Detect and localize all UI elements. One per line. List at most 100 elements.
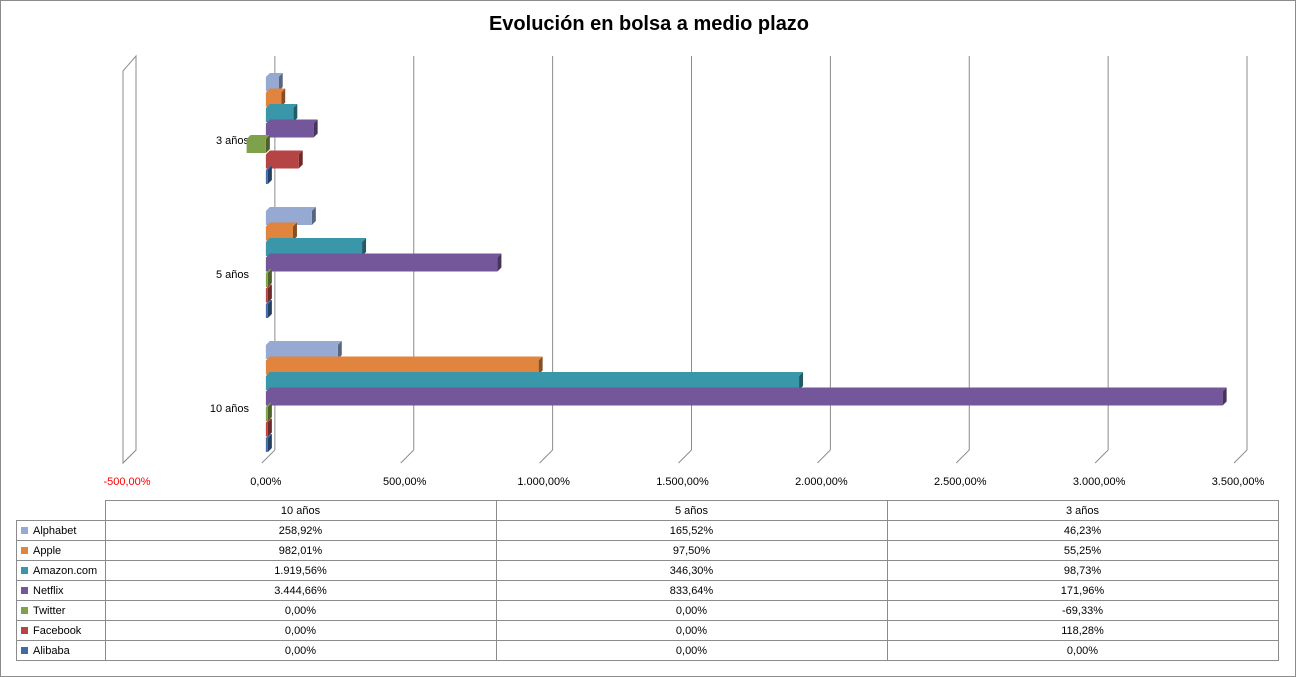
x-tick-label: 2.500,00% [934, 476, 987, 488]
legend-swatch [21, 606, 28, 614]
table-corner [16, 500, 106, 521]
table-cell: 0,00% [495, 620, 888, 641]
legend-label: Facebook [33, 624, 82, 637]
legend-entry: Alphabet [16, 520, 106, 541]
bar-netflix-3-años [265, 119, 318, 138]
bar-apple-5-años [265, 222, 297, 241]
legend-entry: Alibaba [16, 640, 106, 661]
y-category-label: 5 años [216, 269, 250, 281]
x-tick-label: 0,00% [250, 476, 281, 488]
floor-gridline [261, 449, 276, 464]
table-cell: 982,01% [104, 540, 497, 561]
legend-entry: Twitter [16, 600, 106, 621]
table-column-header: 5 años [495, 500, 888, 521]
y-category-label: 10 años [210, 403, 250, 415]
data-table: 10 años 5 años 3 años Alphabet 258,92% 165,5… [16, 500, 1279, 661]
bar-amazon-com-10-años [265, 372, 804, 390]
bar-twitter-3-años [246, 135, 270, 153]
table-cell: 1.919,56% [104, 560, 497, 581]
bar-amazon-com-3-años [265, 104, 298, 122]
legend-swatch [21, 546, 28, 554]
legend-label: Twitter [33, 604, 66, 617]
legend-entry: Amazon.com [16, 560, 106, 581]
table-cell: 0,00% [104, 620, 497, 641]
bar-twitter-10-años [265, 403, 272, 421]
legend-swatch [21, 586, 28, 594]
side-wall [122, 54, 137, 465]
floor-gridline [1094, 449, 1109, 464]
x-tick-label: 2.000,00% [795, 476, 848, 488]
table-cell: 165,52% [495, 520, 888, 541]
table-row: Amazon.com 1.919,56% 346,30% 98,73% [16, 560, 1279, 581]
chart-title: Evolución en bolsa a medio plazo [488, 13, 810, 35]
table-cell: -69,33% [886, 600, 1279, 621]
table-column-header: 10 años [104, 500, 497, 521]
legend-label: Alphabet [33, 524, 77, 537]
x-tick-label: 3.000,00% [1073, 476, 1126, 488]
table-cell: 0,00% [104, 640, 497, 661]
floor-gridline [1233, 449, 1248, 464]
table-cell: 97,50% [495, 540, 888, 561]
floor-gridline [400, 449, 415, 464]
bar-alibaba-5-años [265, 300, 272, 318]
x-tick-label: 1.500,00% [656, 476, 709, 488]
bar-netflix-5-años [265, 253, 502, 272]
bar-alphabet-5-años [265, 207, 316, 225]
legend-label: Alibaba [33, 644, 70, 657]
table-cell: 171,96% [886, 580, 1279, 601]
table-column-header: 3 años [886, 500, 1279, 521]
floor-gridline [817, 449, 831, 464]
table-row: Netflix 3.444,66% 833,64% 171,96% [16, 580, 1279, 601]
table-cell: 0,00% [886, 640, 1279, 661]
bar-twitter-5-años [265, 269, 272, 287]
legend-swatch [21, 566, 28, 574]
legend-swatch [21, 626, 28, 634]
legend-entry: Apple [16, 540, 106, 561]
table-cell: 0,00% [495, 640, 888, 661]
legend-entry: Netflix [16, 580, 106, 601]
table-row: Alibaba 0,00% 0,00% 0,00% [16, 640, 1279, 661]
chart-plot: -500,00% 0,00% 500,00% 1.000,00% 1.500,00% 2.… [103, 54, 1265, 488]
bar-alphabet-3-años [265, 73, 283, 91]
table-row: Twitter 0,00% 0,00% -69,33% [16, 600, 1279, 621]
bar-amazon-com-5-años [265, 238, 367, 256]
table-cell: 0,00% [104, 600, 497, 621]
y-category-label: 3 años [216, 135, 250, 147]
floor-gridline [955, 449, 970, 464]
table-row: Apple 982,01% 97,50% 55,25% [16, 540, 1279, 561]
bar-facebook-3-años [265, 150, 303, 169]
x-tick-label: 500,00% [383, 476, 427, 488]
floor-gridline [678, 449, 692, 464]
bar-netflix-10-años [265, 387, 1227, 406]
legend-swatch [21, 646, 28, 654]
legend-entry: Facebook [16, 620, 106, 641]
x-tick-label: -500,00% [103, 476, 150, 488]
table-cell: 55,25% [886, 540, 1279, 561]
table-cell: 98,73% [886, 560, 1279, 581]
legend-label: Amazon.com [33, 564, 98, 577]
legend-label: Netflix [33, 584, 64, 597]
table-cell: 118,28% [886, 620, 1279, 641]
x-tick-label: 3.500,00% [1212, 476, 1265, 488]
bar-alibaba-3-años [265, 166, 272, 184]
bar-facebook-5-años [265, 284, 272, 303]
legend-swatch [21, 526, 28, 534]
bar-alphabet-10-años [265, 341, 342, 359]
table-cell: 346,30% [495, 560, 888, 581]
bar-apple-10-años [265, 356, 543, 375]
table-cell: 3.444,66% [104, 580, 497, 601]
bar-apple-3-años [265, 88, 286, 107]
table-header-row: 10 años 5 años 3 años [16, 500, 1279, 521]
table-row: Alphabet 258,92% 165,52% 46,23% [16, 520, 1279, 541]
table-cell: 0,00% [495, 600, 888, 621]
bar-facebook-10-años [265, 418, 272, 437]
table-cell: 46,23% [886, 520, 1279, 541]
table-row: Facebook 0,00% 0,00% 118,28% [16, 620, 1279, 641]
x-tick-label: 1.000,00% [517, 476, 570, 488]
table-cell: 258,92% [104, 520, 497, 541]
bar-alibaba-10-años [265, 434, 272, 452]
table-cell: 833,64% [495, 580, 888, 601]
legend-label: Apple [33, 544, 62, 557]
floor-gridline [539, 449, 553, 464]
